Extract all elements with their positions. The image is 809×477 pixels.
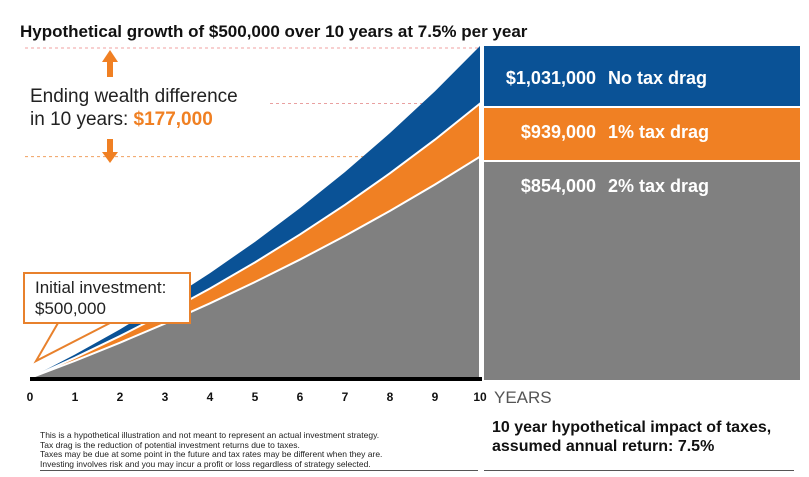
x-tick-label: 3 — [161, 390, 169, 404]
panel-label: 1% tax drag — [608, 122, 710, 142]
guide-lines — [25, 47, 478, 158]
panel-1pct-tax-drag: $939,000 1% tax drag — [484, 108, 800, 160]
arrow-down-icon — [102, 139, 118, 163]
panel-value: $854,000 — [520, 176, 596, 196]
divider — [40, 470, 478, 471]
x-tick-label: 10 — [473, 390, 487, 404]
panel-value: $1,031,000 — [505, 68, 596, 88]
area-2-tax-drag — [29, 154, 481, 379]
callout-line-1: Initial investment: — [35, 278, 167, 297]
difference-label: Ending wealth difference — [30, 86, 238, 107]
divider — [484, 470, 794, 471]
disclaimer-line: Taxes may be due at some point in the fu… — [40, 449, 383, 459]
x-tick-label: 2 — [116, 390, 124, 404]
panel-label: 2% tax drag — [608, 176, 710, 196]
disclaimer: This is a hypothetical illustration and … — [40, 430, 383, 469]
arrow-up-icon — [102, 50, 118, 77]
x-tick-label: 7 — [341, 390, 349, 404]
disclaimer-line: This is a hypothetical illustration and … — [40, 430, 380, 440]
chart-title: Hypothetical growth of $500,000 over 10 … — [20, 22, 528, 41]
panel-value: $939,000 — [520, 122, 596, 142]
subtitle-line-2: assumed annual return: 7.5% — [492, 438, 715, 455]
panel-2pct-tax-drag: $854,000 2% tax drag — [484, 162, 800, 380]
x-tick-label: 0 — [26, 390, 34, 404]
difference-label-2: in 10 years: — [30, 109, 129, 130]
x-tick-label: 1 — [71, 390, 79, 404]
callout-line-2: $500,000 — [35, 299, 106, 318]
ending-wealth-difference: Ending wealth difference in 10 years: $1… — [30, 85, 238, 131]
x-tick-label: 8 — [386, 390, 394, 404]
disclaimer-line: Investing involves risk and you may incu… — [40, 458, 371, 469]
panel-label: No tax drag — [608, 68, 708, 88]
x-tick-label: 6 — [296, 390, 304, 404]
subtitle-line-1: 10 year hypothetical impact of taxes, — [492, 419, 772, 436]
panel-no-tax-drag: $1,031,000 No tax drag — [484, 46, 800, 106]
disclaimer-line: Tax drag is the reduction of potential i… — [40, 439, 300, 450]
initial-investment-callout: Initial investment: $500,000 — [23, 272, 191, 324]
area-series — [29, 46, 484, 382]
callout-pointer — [33, 322, 111, 364]
x-tick-label: 4 — [206, 390, 214, 404]
difference-value: $177,000 — [133, 109, 213, 130]
x-tick-label: 9 — [431, 390, 439, 404]
x-tick-label: 5 — [251, 390, 259, 404]
x-axis-unit: YEARS — [494, 388, 552, 407]
chart-subtitle: 10 year hypothetical impact of taxes, as… — [492, 418, 771, 456]
